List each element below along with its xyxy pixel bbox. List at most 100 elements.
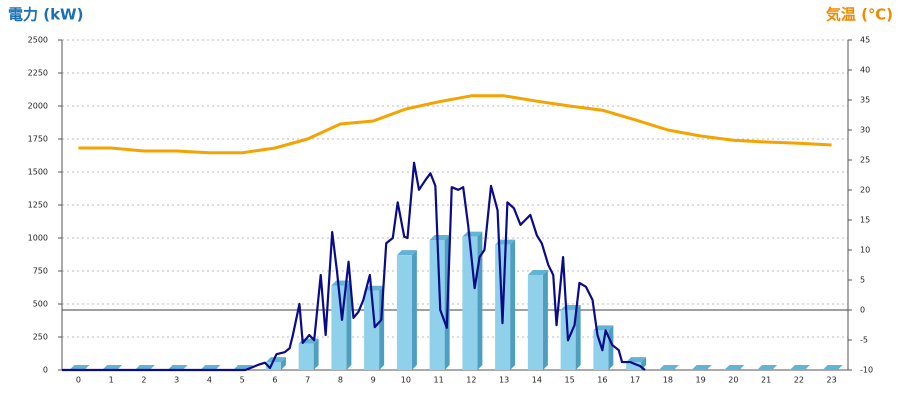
y2-tick-label: 30: [860, 126, 870, 135]
bar-face: [822, 365, 843, 370]
bar: [102, 365, 123, 370]
bar-face: [313, 338, 319, 370]
bar: [789, 365, 810, 370]
y-tick-label: 750: [33, 267, 48, 276]
x-tick-label: 18: [663, 376, 673, 385]
bar: [167, 365, 188, 370]
bar: [298, 338, 319, 370]
bar-face: [265, 357, 286, 363]
y-tick-label: 250: [33, 333, 48, 342]
bar-face: [510, 239, 516, 370]
bar: [757, 365, 778, 370]
y-tick-label: 1500: [28, 168, 48, 177]
bar: [396, 250, 417, 370]
bar-face: [542, 269, 548, 370]
bar-face: [593, 330, 609, 370]
y2-tick-label: 40: [860, 66, 870, 75]
y-tick-label: 2500: [28, 36, 48, 45]
y2-tick-label: 5: [860, 276, 865, 285]
bar-face: [200, 365, 221, 370]
y2-tick-label: 25: [860, 156, 870, 165]
bar-face: [396, 255, 412, 370]
x-tick-label: 20: [728, 376, 738, 385]
bar-face: [626, 357, 647, 363]
bar-face: [364, 285, 385, 291]
y-tick-label: 1750: [28, 135, 48, 144]
bar: [265, 357, 286, 370]
bar: [560, 304, 581, 370]
x-tick-label: 17: [630, 376, 640, 385]
bar-face: [102, 365, 123, 370]
line: [62, 161, 646, 372]
x-tick-label: 22: [794, 376, 804, 385]
bar-face: [789, 365, 810, 370]
x-tick-label: 21: [761, 376, 771, 385]
bar-face: [593, 325, 614, 331]
x-tick-label: 19: [696, 376, 706, 385]
x-tick-label: 10: [401, 376, 411, 385]
bar: [331, 280, 352, 370]
x-tick-label: 13: [499, 376, 509, 385]
x-tick-label: 1: [109, 376, 114, 385]
bar-face: [429, 234, 450, 240]
bar-face: [462, 231, 483, 237]
bar-face: [608, 325, 614, 370]
bar: [724, 365, 745, 370]
bar: [527, 269, 548, 370]
y2-tick-label: 35: [860, 96, 870, 105]
x-tick-label: 6: [272, 376, 277, 385]
y-tick-label: 1250: [28, 201, 48, 210]
y2-axis-title: 気温 (℃): [826, 6, 893, 24]
bar-face: [462, 236, 478, 370]
bar-face: [626, 362, 642, 370]
bar-face: [134, 365, 155, 370]
bar-face: [280, 357, 286, 370]
y2-tick-label: -10: [860, 366, 873, 375]
x-tick-label: 23: [827, 376, 837, 385]
x-tick-label: 16: [597, 376, 607, 385]
x-tick-label: 5: [240, 376, 245, 385]
bar-face: [346, 280, 352, 370]
bar-face: [527, 274, 543, 370]
y2-tick-label: 10: [860, 246, 870, 255]
x-tick-label: 3: [174, 376, 179, 385]
bar-face: [757, 365, 778, 370]
x-tick-label: 4: [207, 376, 212, 385]
y-axis-title: 電力 (kW): [8, 6, 83, 24]
bar: [658, 365, 679, 370]
x-tick-label: 9: [371, 376, 376, 385]
bar: [462, 231, 483, 370]
bar: [691, 365, 712, 370]
y2-tick-label: 0: [860, 306, 865, 315]
bar: [69, 365, 90, 370]
bar-face: [298, 343, 314, 370]
y-tick-label: 1000: [28, 234, 48, 243]
bar-face: [658, 365, 679, 370]
x-tick-label: 14: [532, 376, 542, 385]
bar-face: [167, 365, 188, 370]
bar-face: [429, 239, 445, 370]
x-tick-label: 11: [434, 376, 444, 385]
y2-tick-label: -5: [860, 336, 868, 345]
y-tick-label: 500: [33, 300, 48, 309]
y-tick-label: 2250: [28, 69, 48, 78]
line: [78, 94, 832, 155]
x-tick-label: 0: [76, 376, 81, 385]
y2-tick-label: 45: [860, 36, 870, 45]
bar-face: [364, 290, 380, 370]
bar-face: [69, 365, 90, 370]
bar-face: [724, 365, 745, 370]
y-tick-label: 2000: [28, 102, 48, 111]
bar-face: [411, 250, 417, 370]
x-tick-label: 2: [141, 376, 146, 385]
bar-face: [396, 250, 417, 256]
bar-face: [691, 365, 712, 370]
bar-face: [575, 304, 581, 370]
y-tick-label: 0: [43, 366, 48, 375]
y2-tick-label: 15: [860, 216, 870, 225]
x-tick-label: 12: [466, 376, 476, 385]
x-tick-label: 8: [338, 376, 343, 385]
y2-tick-label: 20: [860, 186, 870, 195]
x-tick-label: 7: [305, 376, 310, 385]
